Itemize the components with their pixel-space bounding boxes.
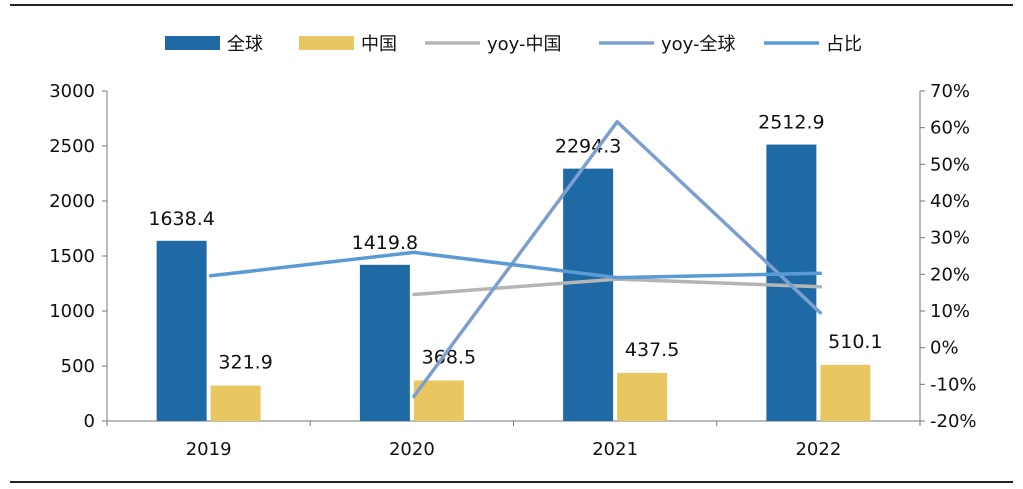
bar <box>820 364 871 421</box>
legend-label: 全球 <box>227 34 263 55</box>
bar-data-label: 2512.9 <box>758 112 824 134</box>
right-tick-label: 70% <box>930 81 970 102</box>
left-tick-label: 500 <box>61 356 95 377</box>
right-tick-label: 60% <box>930 118 970 139</box>
series-line <box>412 277 823 297</box>
bar <box>617 372 668 421</box>
series-line <box>208 250 823 280</box>
right-tick-label: 0% <box>930 338 959 359</box>
left-tick-label: 2000 <box>49 191 95 212</box>
x-tick-label: 2021 <box>592 439 638 460</box>
bar <box>156 240 207 421</box>
bottom-rule <box>10 481 1013 483</box>
left-tick-label: 1000 <box>49 301 95 322</box>
legend-label: yoy-全球 <box>661 34 736 55</box>
bar-data-label: 1638.4 <box>148 208 214 230</box>
right-tick-label: -20% <box>930 411 977 432</box>
bar-data-label: 437.5 <box>625 339 679 361</box>
x-tick-label: 2019 <box>186 439 232 460</box>
legend-label: 占比 <box>826 34 862 55</box>
bar <box>563 168 614 421</box>
bar-data-label: 1419.8 <box>352 232 418 254</box>
legend-swatch <box>165 36 220 50</box>
bar <box>359 264 410 421</box>
left-tick-label: 3000 <box>49 81 95 102</box>
x-tick-label: 2020 <box>389 439 435 460</box>
bar <box>210 385 261 421</box>
right-tick-label: 50% <box>930 154 970 175</box>
right-tick-label: 30% <box>930 228 970 249</box>
legend-label: yoy-中国 <box>487 34 562 55</box>
right-tick-label: -10% <box>930 374 977 395</box>
bar-data-label: 321.9 <box>218 352 272 374</box>
left-tick-label: 2500 <box>49 136 95 157</box>
left-tick-label: 0 <box>84 411 95 432</box>
legend-swatch <box>299 36 354 50</box>
left-tick-label: 1500 <box>49 246 95 267</box>
bar-data-label: 2294.3 <box>555 136 621 158</box>
bar-data-label: 510.1 <box>828 331 882 353</box>
bar <box>766 144 817 421</box>
top-rule <box>10 4 1013 6</box>
x-tick-label: 2022 <box>795 439 841 460</box>
right-tick-label: 10% <box>930 301 970 322</box>
right-tick-label: 40% <box>930 191 970 212</box>
series-line <box>412 120 823 399</box>
right-tick-label: 20% <box>930 264 970 285</box>
legend-label: 中国 <box>361 34 397 55</box>
bar-data-label: 368.5 <box>422 346 476 368</box>
